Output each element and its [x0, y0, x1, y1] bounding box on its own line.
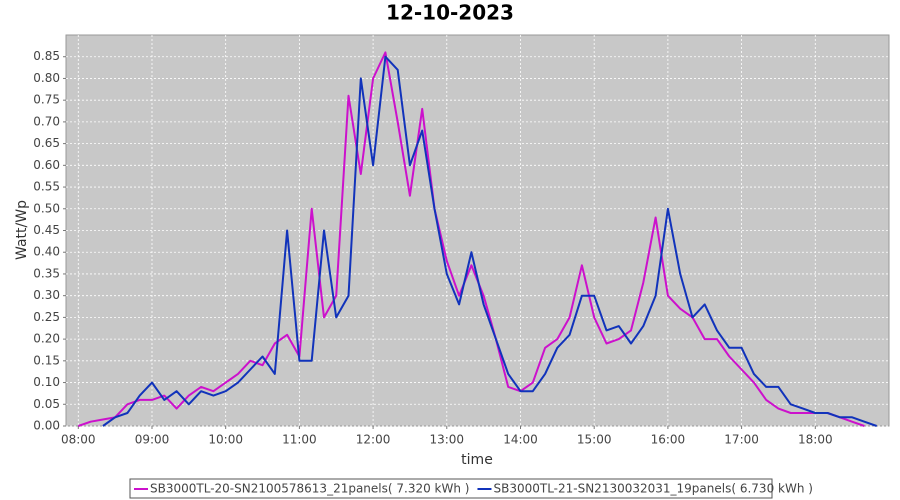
y-tick-label: 0.15 [33, 353, 60, 367]
y-axis-label: Watt/Wp [14, 200, 30, 260]
x-tick-label: 16:00 [651, 433, 686, 447]
y-tick-label: 0.85 [33, 49, 60, 63]
chart-title: 12-10-2023 [386, 1, 514, 25]
y-tick-label: 0.00 [33, 419, 60, 433]
y-tick-label: 0.50 [33, 201, 60, 215]
series-line [102, 55, 878, 427]
series-line [77, 51, 865, 427]
y-tick-label: 0.70 [33, 114, 60, 128]
x-tick-label: 08:00 [61, 433, 96, 447]
y-tick-label: 0.10 [33, 375, 60, 389]
y-tick-label: 0.05 [33, 397, 60, 411]
y-tick-label: 0.75 [33, 93, 60, 107]
x-tick-label: 18:00 [798, 433, 833, 447]
x-tick-label: 15:00 [577, 433, 612, 447]
y-tick-label: 0.65 [33, 136, 60, 150]
plot-area [65, 34, 890, 427]
x-tick-label: 10:00 [208, 433, 243, 447]
x-tick-label: 13:00 [429, 433, 464, 447]
x-axis-label: time [461, 452, 493, 468]
x-tick-label: 11:00 [282, 433, 317, 447]
y-tick-label: 0.25 [33, 310, 60, 324]
y-tick-label: 0.45 [33, 223, 60, 237]
y-tick-label: 0.35 [33, 266, 60, 280]
y-tick-label: 0.40 [33, 245, 60, 259]
legend-label: SB3000TL-20-SN2100578613_21panels( 7.320… [150, 482, 469, 496]
x-tick-label: 14:00 [503, 433, 538, 447]
x-tick-label: 17:00 [724, 433, 759, 447]
y-tick-label: 0.30 [33, 288, 60, 302]
y-tick-label: 0.20 [33, 332, 60, 346]
legend [129, 478, 773, 499]
y-tick-label: 0.60 [33, 158, 60, 172]
y-tick-label: 0.55 [33, 180, 60, 194]
x-tick-label: 09:00 [135, 433, 170, 447]
x-tick-label: 12:00 [356, 433, 391, 447]
y-tick-label: 0.80 [33, 71, 60, 85]
legend-label: SB3000TL-21-SN2130032031_19panels( 6.730… [493, 482, 812, 496]
